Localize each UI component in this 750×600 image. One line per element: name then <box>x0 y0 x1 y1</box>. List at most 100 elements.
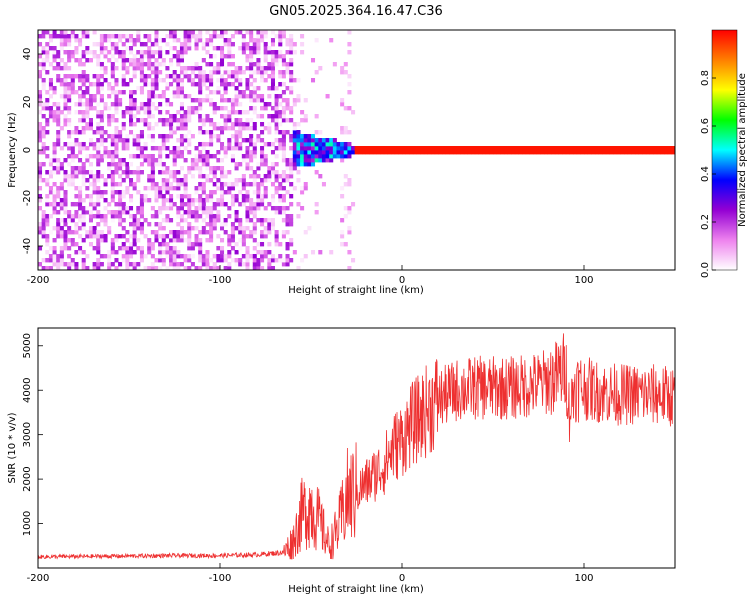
spectrogram-cell <box>143 74 148 79</box>
spectrogram-cell <box>161 202 166 207</box>
spectrogram-cell <box>70 130 75 135</box>
spectrogram-cell <box>238 238 243 243</box>
spectrogram-cell <box>347 130 352 135</box>
spectrogram-cell <box>314 202 319 207</box>
spectrogram-cell <box>92 74 97 79</box>
spectrogram-cell <box>547 146 552 151</box>
spectrogram-cell <box>139 42 144 47</box>
spectrogram-cell <box>81 170 86 175</box>
spectrogram-cell <box>81 162 86 167</box>
spectrogram-cell <box>212 102 217 107</box>
spectrogram-cell <box>81 266 86 271</box>
spectrogram-cell <box>121 126 126 131</box>
spectrogram-cell <box>96 130 101 135</box>
spectrogram-cell <box>241 178 246 183</box>
spectrogram-cell <box>99 126 104 131</box>
spectrogram-cell <box>263 58 268 63</box>
spectrogram-cell <box>274 126 279 131</box>
spectrogram-cell <box>67 94 72 99</box>
spectrogram-cell <box>172 146 177 151</box>
spectrogram-cell <box>194 74 199 79</box>
spectrogram-cell <box>63 94 68 99</box>
spectrogram-cell <box>78 150 83 155</box>
spectrogram-cell <box>161 182 166 187</box>
spectrogram-cell <box>267 142 272 147</box>
spectrogram-cell <box>249 58 254 63</box>
spectrogram-cell <box>249 218 254 223</box>
spectrogram-cell <box>41 130 46 135</box>
spectrogram-cell <box>321 146 326 151</box>
spectrogram-cell <box>194 206 199 211</box>
spectrogram-cell <box>63 82 68 87</box>
spectrogram-cell <box>216 182 221 187</box>
spectrogram-cell <box>230 198 235 203</box>
spectrogram-cell <box>260 222 265 227</box>
spectrogram-cell <box>85 230 90 235</box>
spectrogram-cell <box>245 190 250 195</box>
spectrogram-cell <box>234 134 239 139</box>
spectrogram-cell <box>125 254 130 259</box>
spectrogram-cell <box>281 158 286 163</box>
spectrogram-cell <box>263 178 268 183</box>
spectrogram-cell <box>573 146 578 151</box>
spectrogram-cell <box>343 182 348 187</box>
spectrogram-cell <box>281 110 286 115</box>
spectrogram-cell <box>533 146 538 151</box>
spectrogram-cell <box>511 146 516 151</box>
spectrogram-cell <box>318 66 323 71</box>
spectrogram-cell <box>179 102 184 107</box>
spectrogram-cell <box>489 150 494 155</box>
spectrogram-cell <box>67 226 72 231</box>
spectrogram-cell <box>256 202 261 207</box>
spectrogram-cell <box>147 74 152 79</box>
spectrogram-cell <box>234 198 239 203</box>
spectrogram-cell <box>245 218 250 223</box>
spectrogram-cell <box>48 46 53 51</box>
spectrogram-cell <box>249 166 254 171</box>
spectrogram-cell <box>252 154 257 159</box>
spectrogram-cell <box>281 138 286 143</box>
spectrogram-cell <box>132 242 137 247</box>
spectrogram-cell <box>56 34 61 39</box>
spectrogram-cell <box>172 178 177 183</box>
spectrogram-cell <box>241 94 246 99</box>
spectrogram-cell <box>52 50 57 55</box>
spectrogram-cell <box>194 158 199 163</box>
spectrogram-cell <box>136 170 141 175</box>
spectrogram-cell <box>394 150 399 155</box>
spectrogram-cell <box>340 230 345 235</box>
spectrogram-cell <box>99 50 104 55</box>
spectrogram-cell <box>249 154 254 159</box>
spectrogram-cell <box>48 190 53 195</box>
spectrogram-cell <box>99 46 104 51</box>
spectrogram-cell <box>121 234 126 239</box>
spectrogram-cell <box>107 230 112 235</box>
spectrogram-cell <box>41 210 46 215</box>
spectrogram-cell <box>281 134 286 139</box>
spectrogram-cell <box>103 38 108 43</box>
spectrogram-cell <box>125 186 130 191</box>
spectrogram-cell <box>147 186 152 191</box>
spectrogram-cell <box>624 146 629 151</box>
spectrogram-cell <box>241 226 246 231</box>
spectrogram-cell <box>624 150 629 155</box>
spectrogram-cell <box>63 86 68 91</box>
spectrogram-cell <box>558 150 563 155</box>
snr-x-ticks: -200 -100 0 100 <box>27 563 594 584</box>
spectrogram-cell <box>209 222 214 227</box>
spectrogram-cell <box>74 74 79 79</box>
spectrogram-cell <box>48 82 53 87</box>
spectrogram-cell <box>212 254 217 259</box>
spectrogram-cell <box>245 258 250 263</box>
spectrogram-cell <box>176 126 181 131</box>
spectrogram-cell <box>187 130 192 135</box>
spectrogram-cell <box>85 186 90 191</box>
spectrogram-cell <box>307 226 312 231</box>
spectrogram-cell <box>285 102 290 107</box>
spectrogram-cell <box>343 142 348 147</box>
spectrogram-cell <box>132 38 137 43</box>
spectrogram-cell <box>45 42 50 47</box>
spectrogram-cell <box>107 250 112 255</box>
spectrogram-cell <box>78 86 83 91</box>
